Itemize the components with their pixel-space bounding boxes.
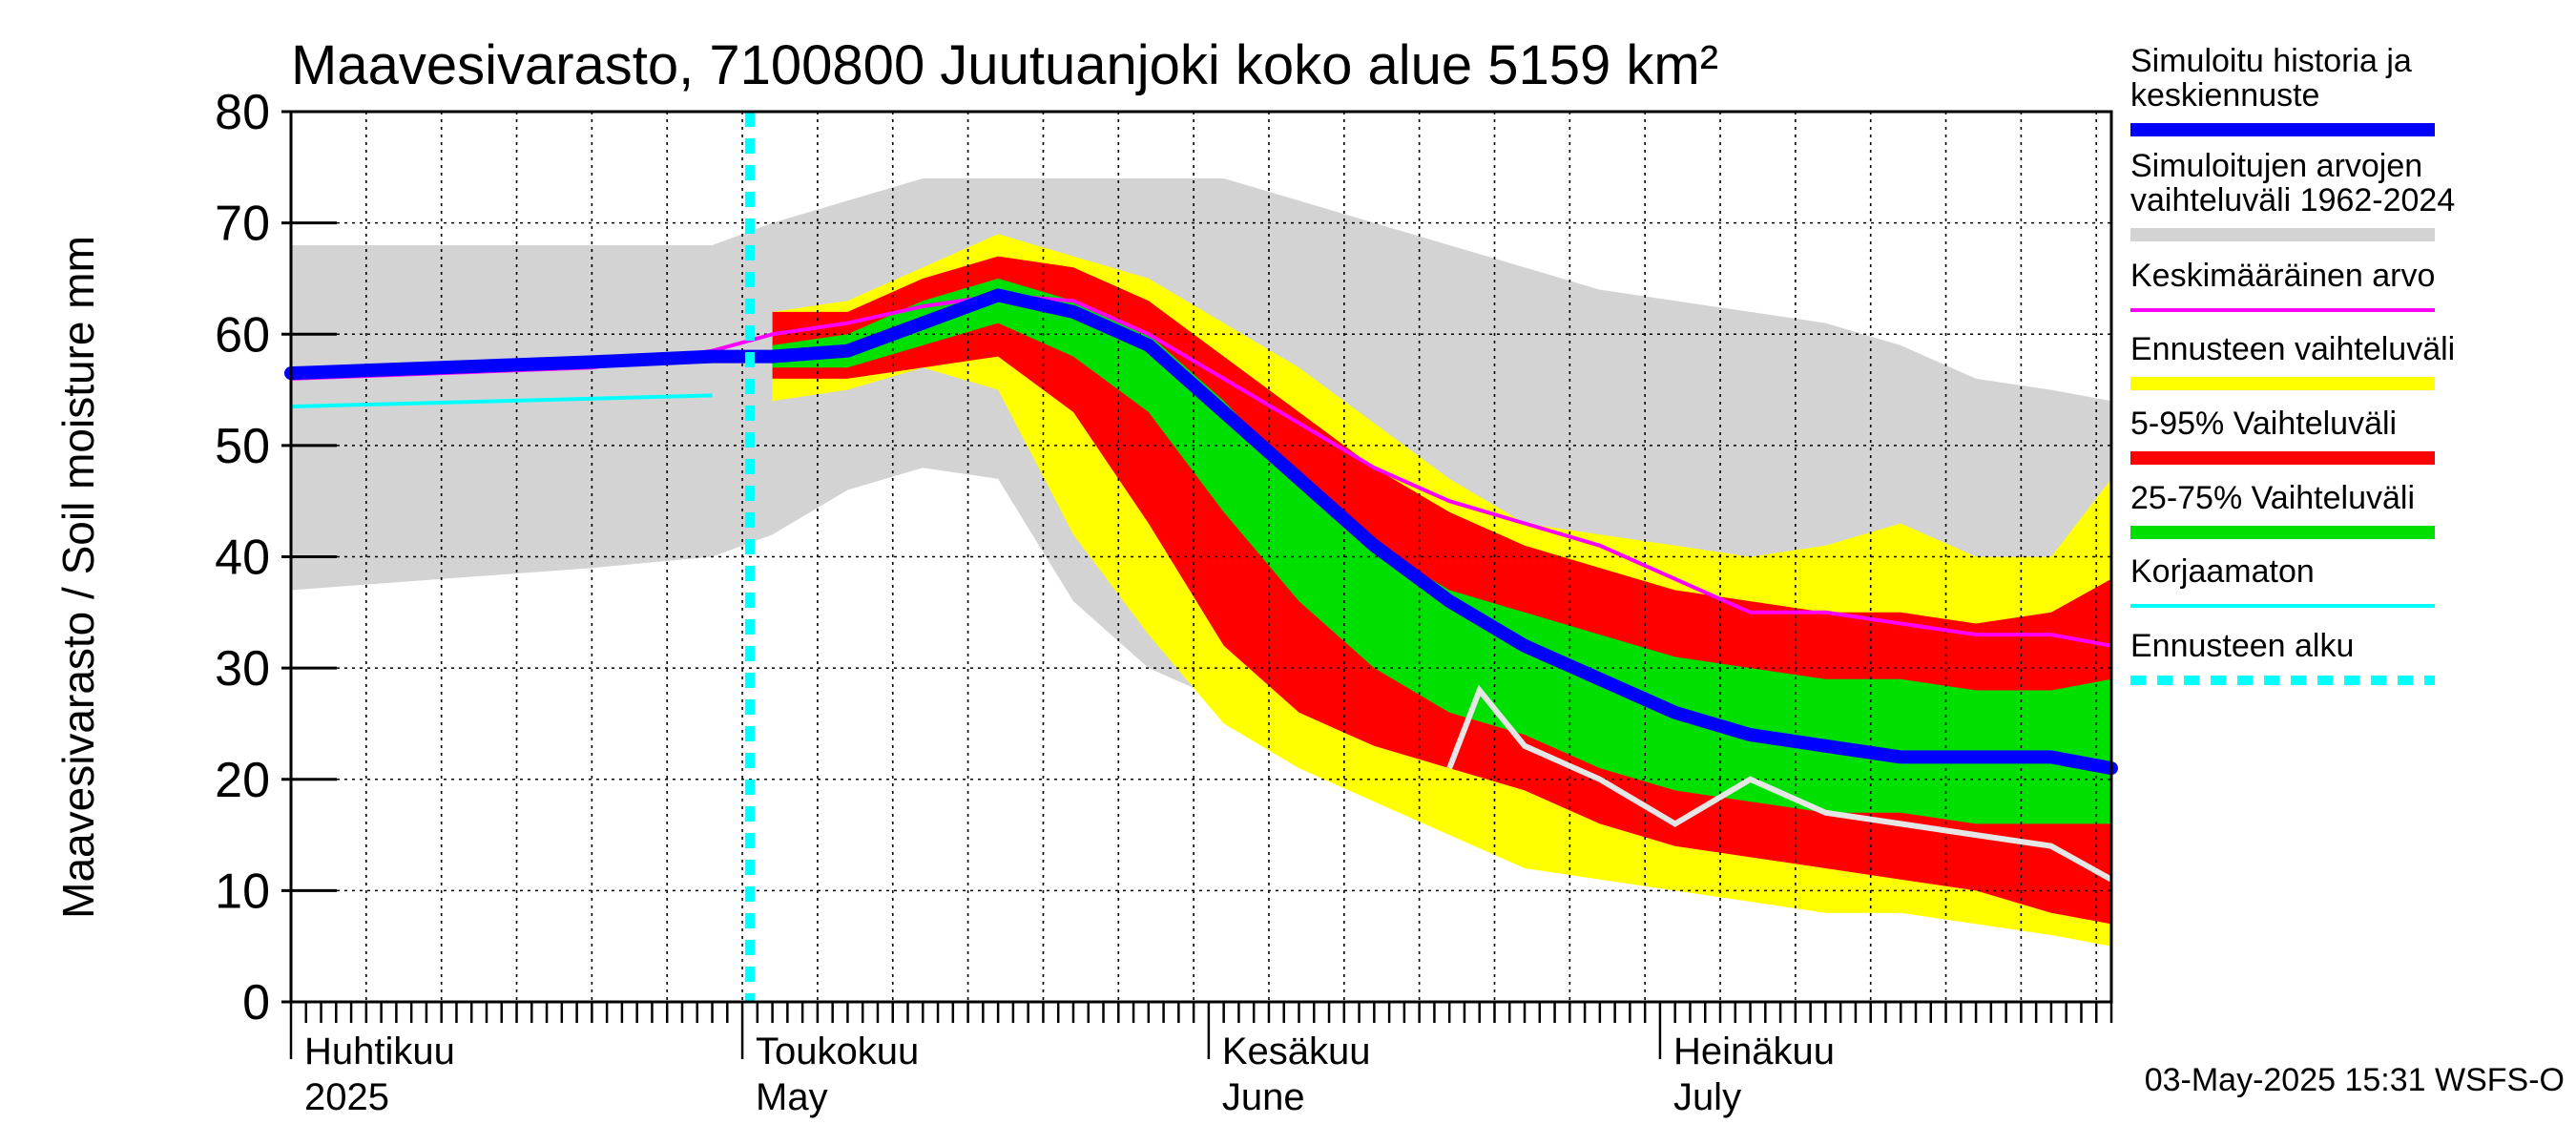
grid [290,112,2111,1002]
y-tick-label: 60 [215,307,270,363]
series-korjaamaton [290,393,713,409]
y-tick-label: 40 [215,531,270,586]
legend-label: Ennusteen vaihteluväli [2130,331,2455,367]
legend-label: Ennusteen alku [2130,628,2354,664]
x-month-label-en: 2025 [304,1076,389,1118]
timestamp-footer: 03-May-2025 15:31 WSFS-O [2145,1062,2565,1098]
x-month-label-en: June [1222,1076,1305,1118]
legend-label: 5-95% Vaihteluväli [2130,406,2397,442]
legend-label: vaihteluväli 1962-2024 [2130,182,2455,219]
y-tick-label: 10 [215,864,270,919]
y-tick-label: 50 [215,419,270,474]
x-month-label-en: May [756,1076,828,1118]
legend-label: Simuloitujen arvojen [2130,148,2422,184]
y-axis-label: Maavesivarasto / Soil moisture mm [53,236,103,919]
x-month-label-fi: Heinäkuu [1673,1030,1835,1072]
x-month-label-fi: Huhtikuu [304,1030,455,1072]
legend-label: Keskimääräinen arvo [2130,258,2435,294]
y-tick-label: 0 [242,975,270,1030]
series-sample-member [1446,684,2113,883]
y-tick-label: 70 [215,197,270,252]
legend-label: keskiennuste [2130,77,2319,114]
legend-label: Simuloitu historia ja [2130,43,2412,79]
x-month-label-en: July [1673,1076,1741,1118]
legend-label: 25-75% Vaihteluväli [2130,480,2415,516]
y-tick-label: 80 [215,85,270,140]
band-25-75 [772,278,2111,824]
y-tick-label: 20 [215,753,270,808]
chart-title: Maavesivarasto, 7100800 Juutuanjoki koko… [291,34,1718,96]
x-month-label-fi: Toukokuu [756,1030,919,1072]
y-tick-label: 30 [215,641,270,697]
x-month-label-fi: Kesäkuu [1222,1030,1371,1072]
legend-label: Korjaamaton [2130,553,2315,590]
